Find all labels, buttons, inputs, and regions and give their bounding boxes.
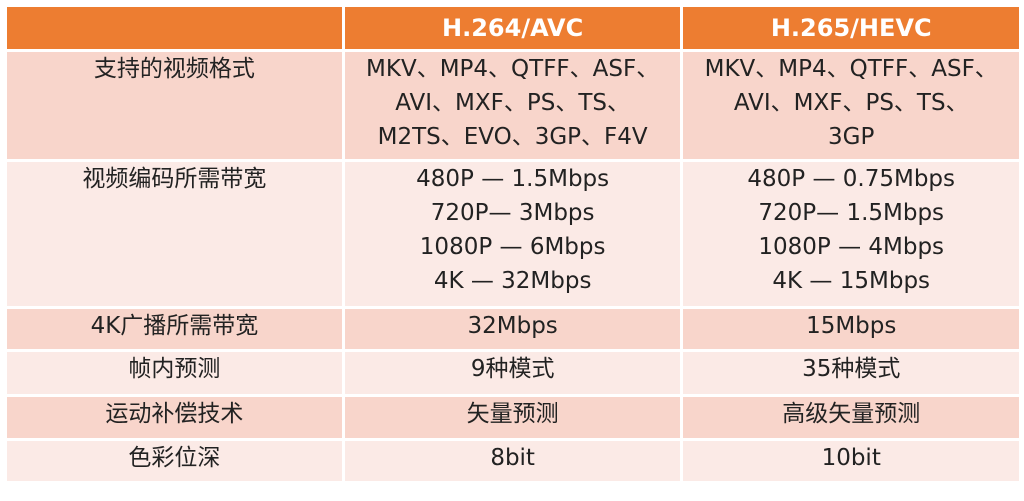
row-label: 4K广播所需带宽	[7, 309, 342, 349]
avc-cell: 8bit	[344, 441, 681, 481]
cell-line: 8bit	[490, 445, 535, 471]
row-label: 帧内预测	[7, 352, 342, 394]
hevc-cell: MKV、MP4、QTFF、ASF、 AVI、MXF、PS、TS、 3GP	[683, 52, 1019, 159]
avc-cell: 480P — 1.5Mbps 720P— 3Mbps 1080P — 6Mbps 4K…	[344, 162, 681, 306]
avc-cell: 32Mbps	[344, 309, 681, 349]
avc-cell: 9种模式	[344, 352, 681, 394]
header-hevc: H.265/HEVC	[683, 7, 1019, 49]
cell-line: 480P — 0.75Mbps	[747, 166, 956, 192]
avc-cell: MKV、MP4、QTFF、ASF、 AVI、MXF、PS、TS、 M2TS、EVO、…	[344, 52, 681, 159]
cell-line: 15Mbps	[806, 313, 897, 339]
cell-line: 10bit	[821, 445, 881, 471]
table-row: 支持的视频格式 MKV、MP4、QTFF、ASF、 AVI、MXF、PS、TS、 M2…	[7, 52, 1019, 159]
cell-line: 高级矢量预测	[782, 401, 921, 427]
cell-line: M2TS、EVO、3GP、F4V	[377, 124, 648, 150]
table-row: 色彩位深 8bit 10bit	[7, 441, 1019, 481]
cell-line: 4K — 32Mbps	[433, 268, 592, 294]
avc-cell: 矢量预测	[344, 397, 681, 438]
cell-line: 1080P — 4Mbps	[758, 234, 945, 260]
cell-line: 35种模式	[802, 356, 901, 382]
table-row: 4K广播所需带宽 32Mbps 15Mbps	[7, 309, 1019, 349]
table-row: 运动补偿技术 矢量预测 高级矢量预测	[7, 397, 1019, 438]
cell-line: 1080P — 6Mbps	[419, 234, 606, 260]
hevc-cell: 35种模式	[683, 352, 1019, 394]
cell-line: 矢量预测	[466, 401, 559, 427]
header-avc: H.264/AVC	[344, 7, 681, 49]
cell-line: 9种模式	[470, 356, 555, 382]
cell-line: MKV、MP4、QTFF、ASF、	[366, 56, 660, 82]
hevc-cell: 480P — 0.75Mbps 720P— 1.5Mbps 1080P — 4Mbp…	[683, 162, 1019, 306]
row-label: 色彩位深	[7, 441, 342, 481]
hevc-cell: 10bit	[683, 441, 1019, 481]
cell-line: 480P — 1.5Mbps	[416, 166, 610, 192]
cell-line: 3GP	[828, 124, 875, 150]
table-row: 视频编码所需带宽 480P — 1.5Mbps 720P— 3Mbps 1080P —…	[7, 162, 1019, 306]
cell-line: 720P— 1.5Mbps	[758, 200, 945, 226]
row-label: 视频编码所需带宽	[7, 162, 342, 306]
header-empty	[7, 7, 342, 49]
comparison-table: H.264/AVC H.265/HEVC 支持的视频格式 MKV、MP4、QTFF…	[4, 4, 1022, 484]
cell-line: 720P— 3Mbps	[430, 200, 595, 226]
cell-line: MKV、MP4、QTFF、ASF、	[704, 56, 998, 82]
cell-line: 4K — 15Mbps	[772, 268, 931, 294]
cell-line: 32Mbps	[467, 313, 558, 339]
row-label: 运动补偿技术	[7, 397, 342, 438]
table-row: 帧内预测 9种模式 35种模式	[7, 352, 1019, 394]
cell-line: AVI、MXF、PS、TS、	[733, 90, 969, 116]
cell-line: AVI、MXF、PS、TS、	[395, 90, 630, 116]
row-label: 支持的视频格式	[7, 52, 342, 159]
hevc-cell: 15Mbps	[683, 309, 1019, 349]
header-row: H.264/AVC H.265/HEVC	[7, 7, 1019, 49]
hevc-cell: 高级矢量预测	[683, 397, 1019, 438]
